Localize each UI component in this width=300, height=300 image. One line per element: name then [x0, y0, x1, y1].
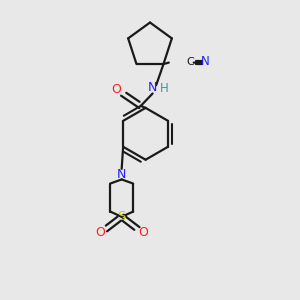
- Text: N: N: [201, 56, 210, 68]
- Text: N: N: [117, 168, 126, 181]
- Text: S: S: [118, 210, 126, 223]
- Text: O: O: [95, 226, 105, 239]
- Text: N: N: [148, 81, 157, 94]
- Text: O: O: [138, 226, 148, 239]
- Text: O: O: [112, 83, 122, 97]
- Text: H: H: [160, 82, 169, 95]
- Text: C: C: [186, 57, 194, 67]
